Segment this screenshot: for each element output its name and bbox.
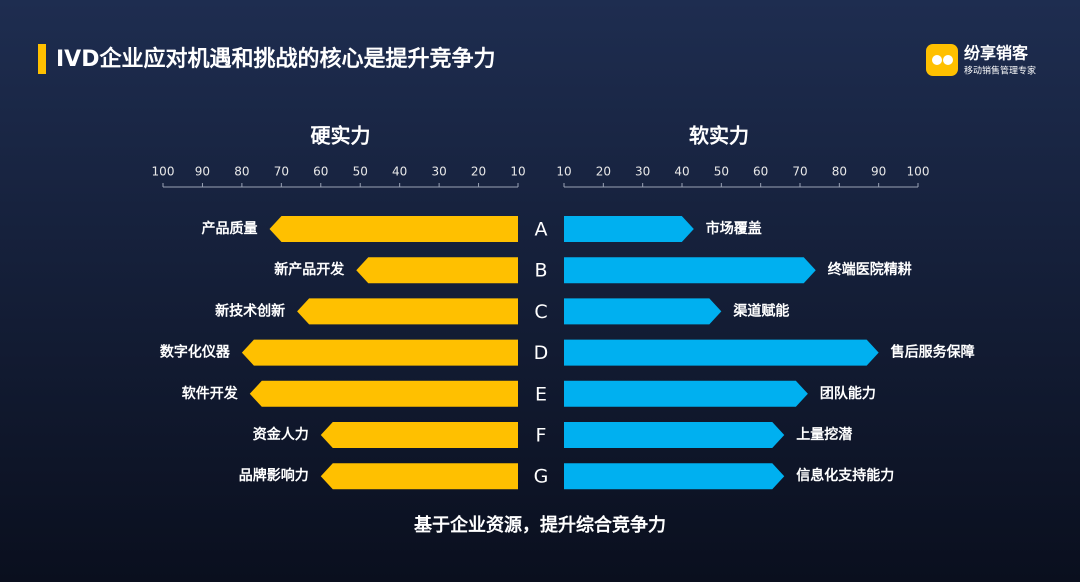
category-label: 终端医院精耕 [828, 261, 912, 278]
brand-icon-eye [943, 55, 953, 65]
x-tick-label: 10 [556, 165, 571, 179]
row-letter: C [534, 301, 547, 323]
bar [564, 380, 808, 407]
bar [297, 298, 518, 325]
row-letter: F [536, 425, 547, 447]
bar [564, 463, 785, 490]
x-tick-label: 50 [714, 165, 729, 179]
category-label: 数字化仪器 [160, 344, 231, 361]
x-tick-label: 100 [907, 165, 930, 179]
row-letter: E [535, 383, 547, 405]
category-label: 新技术创新 [215, 302, 285, 319]
bar [564, 298, 722, 325]
category-label: 上量挖潜 [796, 426, 853, 443]
x-tick-label: 80 [832, 165, 847, 179]
slide-title: IVD企业应对机遇和挑战的核心是提升竞争力 [56, 46, 495, 72]
x-tick-label: 80 [234, 165, 249, 179]
brand-name: 纷享销客 [964, 44, 1029, 63]
x-tick-label: 40 [392, 165, 407, 179]
category-label: 产品质量 [202, 220, 258, 237]
brand-slogan: 移动销售管理专家 [964, 65, 1036, 77]
bar [564, 257, 816, 284]
x-tick-label: 60 [753, 165, 768, 179]
x-tick-label: 20 [596, 165, 611, 179]
row-letter: B [534, 260, 547, 282]
category-label: 市场覆盖 [706, 220, 762, 237]
bar [249, 380, 518, 407]
category-label: 渠道赋能 [732, 302, 789, 319]
x-tick-label: 50 [353, 165, 368, 179]
x-tick-label: 30 [431, 165, 446, 179]
brand-icon-eye [932, 55, 942, 65]
category-label: 团队能力 [820, 385, 876, 402]
category-label: 品牌影响力 [239, 467, 309, 484]
bar [320, 463, 518, 490]
x-tick-label: 90 [195, 165, 210, 179]
category-label: 资金人力 [253, 426, 309, 443]
x-tick-label: 90 [871, 165, 886, 179]
bar [269, 216, 518, 242]
row-letter: D [534, 342, 549, 364]
x-tick-label: 40 [674, 165, 689, 179]
title-accent [38, 44, 46, 74]
x-tick-label: 70 [792, 165, 807, 179]
category-label: 售后服务保障 [890, 344, 975, 361]
x-tick-label: 20 [471, 165, 486, 179]
row-letter: G [534, 466, 549, 488]
bar [564, 422, 785, 448]
bar [320, 422, 518, 448]
bar [356, 257, 518, 284]
x-tick-label: 30 [635, 165, 650, 179]
bar [564, 339, 879, 366]
x-tick-label: 100 [152, 165, 175, 179]
category-label: 软件开发 [182, 385, 239, 402]
bar [564, 216, 694, 242]
panel-title: 硬实力 [311, 124, 371, 148]
x-tick-label: 10 [510, 165, 525, 179]
x-tick-label: 60 [313, 165, 328, 179]
x-tick-label: 70 [274, 165, 289, 179]
category-label: 新产品开发 [274, 261, 345, 278]
panel-title: 软实力 [689, 124, 749, 148]
bar [241, 339, 518, 366]
category-label: 信息化支持能力 [796, 467, 894, 484]
footer: 基于企业资源，提升综合竞争力 [413, 514, 666, 536]
row-letter: A [535, 219, 548, 241]
